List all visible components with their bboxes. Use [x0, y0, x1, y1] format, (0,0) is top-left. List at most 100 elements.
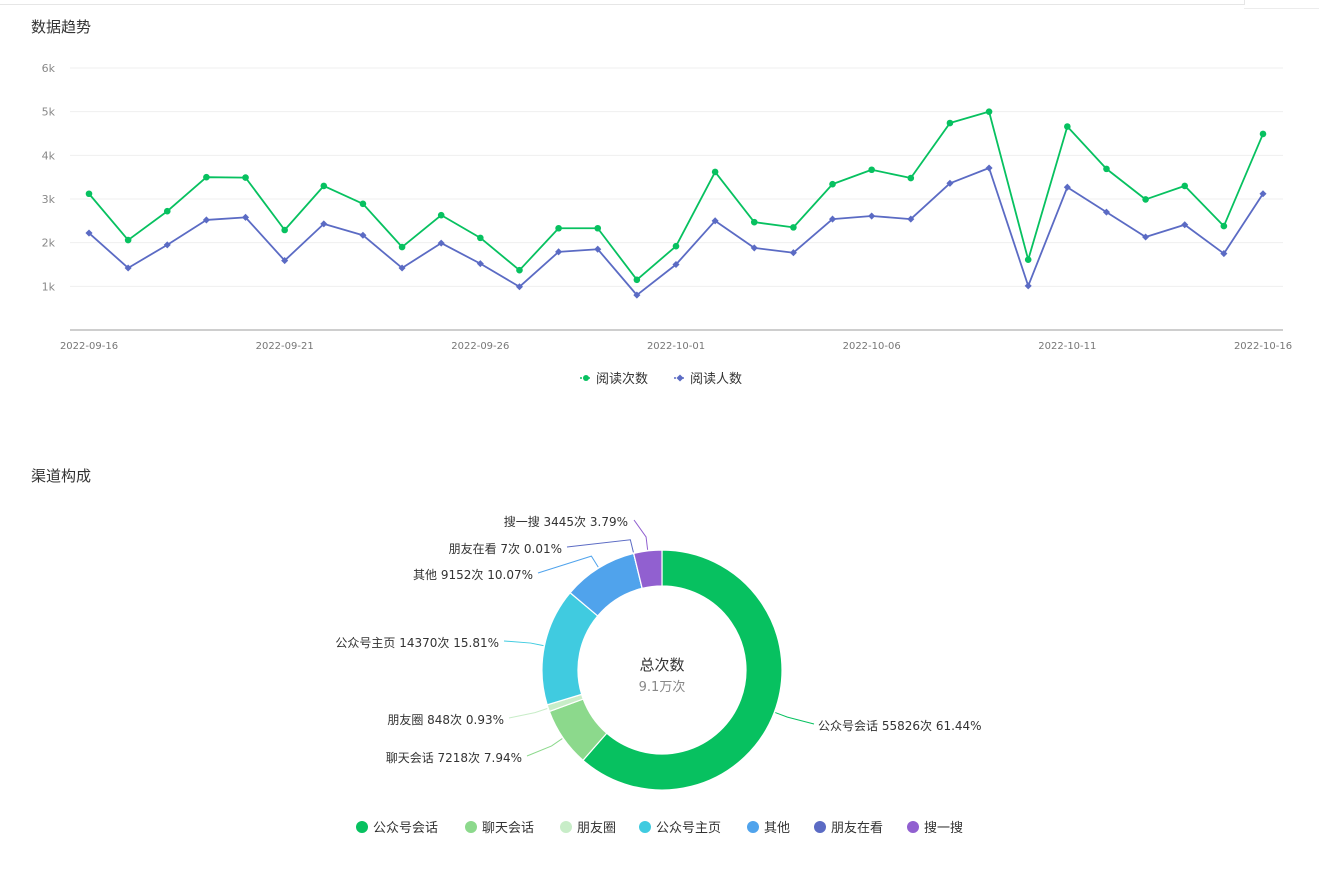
data-point[interactable]	[1064, 123, 1071, 130]
data-point[interactable]	[515, 283, 524, 291]
data-point[interactable]	[359, 200, 367, 208]
slice-label: 搜一搜 3445次 3.79%	[504, 514, 628, 529]
legend-dot	[907, 821, 919, 833]
legend-label: 公众号主页	[656, 821, 721, 836]
series-line-1	[88, 110, 1264, 281]
legend-item-5[interactable]: 其他	[747, 821, 790, 836]
legend-item-1[interactable]: 阅读次数	[580, 371, 648, 387]
data-point[interactable]	[320, 220, 328, 228]
data-point[interactable]	[242, 174, 249, 181]
data-point[interactable]	[281, 226, 288, 234]
data-point[interactable]	[711, 217, 719, 225]
data-point[interactable]	[594, 245, 602, 253]
data-point[interactable]	[868, 212, 876, 220]
legend-item-6[interactable]: 朋友在看	[814, 820, 883, 836]
data-point[interactable]	[790, 224, 797, 231]
data-point[interactable]	[789, 249, 797, 257]
data-point[interactable]	[477, 234, 484, 242]
data-point[interactable]	[124, 236, 132, 244]
data-point[interactable]	[1103, 165, 1110, 173]
legend-label: 朋友圈	[577, 820, 616, 836]
data-point[interactable]	[85, 229, 93, 237]
channel-legend[interactable]: 公众号会话 聊天会话 朋友圈 公众号主页 其他 朋友在看 搜一搜	[356, 820, 963, 836]
x-tick-label: 2022-10-11	[1038, 341, 1096, 352]
data-point[interactable]	[672, 260, 680, 269]
data-point[interactable]	[672, 242, 680, 250]
data-point[interactable]	[555, 248, 563, 256]
x-tick-label: 2022-10-01	[647, 341, 705, 352]
data-point[interactable]	[828, 215, 837, 223]
legend-item-4[interactable]: 公众号主页	[639, 821, 721, 836]
label-leader-line	[526, 738, 563, 757]
slice-label-count: 14370次	[395, 636, 449, 650]
slice-label: 朋友在看 7次 0.01%	[449, 542, 562, 556]
data-point[interactable]	[985, 164, 993, 172]
data-point[interactable]	[241, 213, 250, 221]
slice-label-count: 7218次	[434, 751, 480, 765]
data-point[interactable]	[1181, 182, 1189, 190]
slice-label-count: 3445次	[540, 515, 586, 529]
data-point[interactable]	[907, 215, 915, 223]
slice-label-name: 朋友圈	[387, 713, 423, 727]
data-point[interactable]	[711, 168, 719, 176]
y-tick-label: 4k	[42, 149, 56, 162]
top-border-right	[1244, 8, 1319, 9]
channel-donut-chart: 总次数 9.1万次 公众号会话 55826次 61.44% 聊天会话 7218次 …	[335, 514, 982, 791]
donut-slice[interactable]	[582, 549, 783, 791]
data-point[interactable]	[750, 244, 758, 252]
data-point[interactable]	[202, 216, 210, 224]
data-point[interactable]	[163, 241, 171, 249]
data-point[interactable]	[437, 239, 445, 247]
legend-item-2[interactable]: 聊天会话	[465, 821, 534, 836]
data-point[interactable]	[750, 218, 758, 226]
data-point[interactable]	[398, 243, 406, 251]
trend-legend[interactable]: 阅读次数 阅读人数	[580, 371, 742, 387]
data-point[interactable]	[476, 260, 484, 268]
data-point[interactable]	[124, 264, 132, 272]
data-point[interactable]	[1024, 256, 1032, 263]
label-leader-line	[633, 519, 649, 550]
legend-label: 阅读次数	[596, 371, 648, 387]
data-point[interactable]	[1142, 196, 1149, 203]
data-point[interactable]	[359, 231, 367, 239]
legend-marker	[583, 375, 589, 381]
data-point[interactable]	[320, 182, 328, 190]
legend-label: 搜一搜	[924, 821, 963, 836]
trend-line-chart: 1k 2k 3k 4k 5k 6k 2022-09-16 2022-09-21 2022-09-…	[42, 62, 1292, 352]
data-point[interactable]	[868, 166, 875, 174]
data-point[interactable]	[946, 179, 954, 187]
legend-item-7[interactable]: 搜一搜	[907, 821, 963, 836]
y-tick-label: 6k	[42, 62, 56, 75]
data-point[interactable]	[829, 180, 836, 188]
data-point[interactable]	[907, 174, 915, 182]
data-point[interactable]	[946, 119, 954, 127]
data-point[interactable]	[1220, 222, 1228, 230]
legend-item-3[interactable]: 朋友圈	[560, 820, 616, 836]
slice-label-name: 其他	[413, 568, 437, 582]
data-point[interactable]	[594, 224, 602, 232]
label-leader-line	[775, 712, 815, 725]
data-point[interactable]	[163, 207, 171, 215]
data-point[interactable]	[985, 108, 993, 115]
data-point[interactable]	[1024, 282, 1032, 290]
slice-label-count: 7次	[497, 542, 520, 556]
donut-center-title: 总次数	[639, 656, 684, 674]
legend-dot	[465, 821, 477, 833]
y-tick-label: 5k	[42, 106, 56, 119]
data-point[interactable]	[85, 190, 93, 198]
data-point[interactable]	[281, 257, 289, 265]
data-point[interactable]	[437, 211, 445, 219]
channel-section-title: 渠道构成	[31, 467, 92, 485]
data-point[interactable]	[203, 173, 210, 181]
data-point[interactable]	[633, 276, 641, 284]
slice-label: 朋友圈 848次 0.93%	[387, 713, 504, 727]
x-tick-label: 2022-10-16	[1234, 341, 1292, 352]
data-point[interactable]	[516, 266, 523, 274]
data-point[interactable]	[1259, 130, 1267, 138]
data-point[interactable]	[398, 264, 406, 272]
data-point[interactable]	[633, 291, 641, 299]
donut-slice[interactable]	[632, 549, 663, 590]
legend-item-2[interactable]: 阅读人数	[674, 372, 742, 387]
data-point[interactable]	[555, 224, 562, 232]
legend-item-1[interactable]: 公众号会话	[356, 821, 438, 836]
